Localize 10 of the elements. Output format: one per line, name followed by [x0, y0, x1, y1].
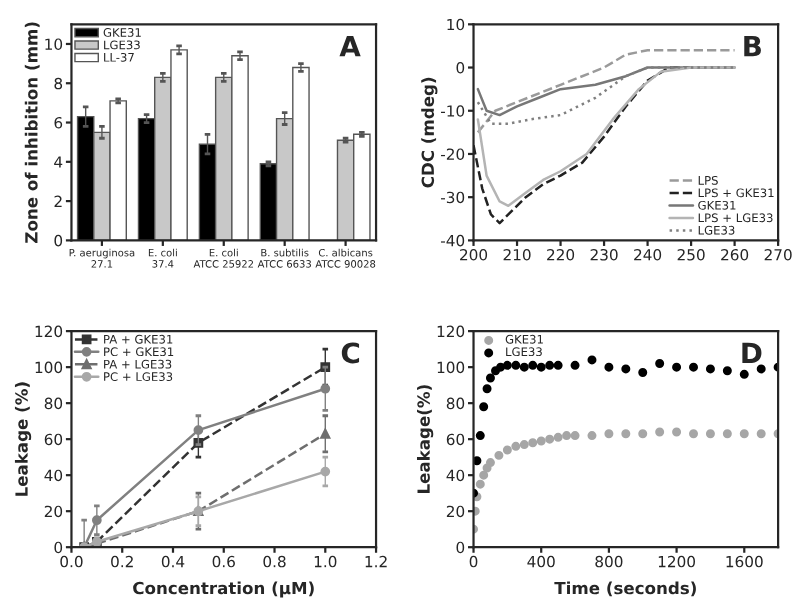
annotation: D — [742, 342, 762, 364]
annotation: C — [341, 342, 360, 364]
x-axis-title: Time (seconds) — [554, 581, 696, 597]
annotation: B — [744, 35, 761, 57]
y-axis-title: CDC (mdeg) — [421, 77, 438, 188]
y-axis-title: Zone of inhibition (mm) — [24, 22, 40, 243]
annotation: A — [339, 35, 361, 57]
x-axis-title: Concentration (μM) — [133, 581, 314, 598]
y-axis-title: Leakage (%) — [14, 382, 32, 496]
y-axis-title: Leakage(%) — [416, 385, 434, 493]
